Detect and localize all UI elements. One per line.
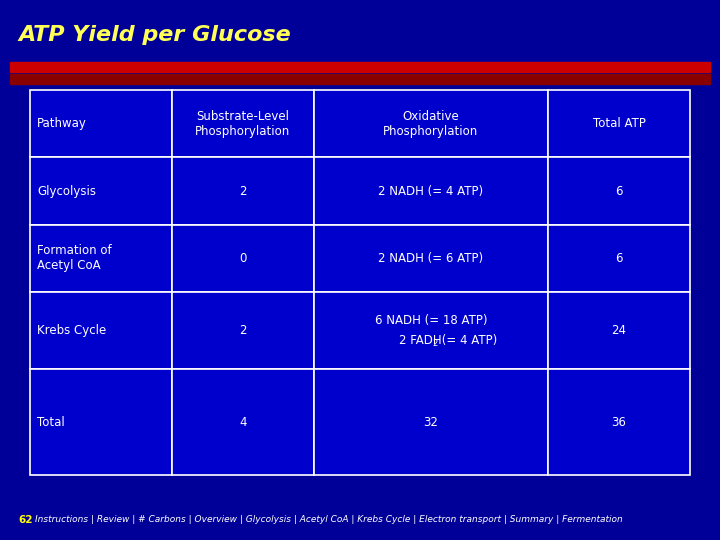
Text: (= 4 ATP): (= 4 ATP) [438,334,498,347]
Bar [172,225,314,292]
Text: Total ATP: Total ATP [593,117,646,130]
Text: 6 NADH (= 18 ATP): 6 NADH (= 18 ATP) [374,314,487,327]
Bar [172,157,314,225]
Text: 2 NADH (= 6 ATP): 2 NADH (= 6 ATP) [379,252,484,265]
Bar [30,157,172,225]
Bar [548,225,690,292]
Bar [30,369,172,475]
Text: 2 FADH: 2 FADH [399,334,441,347]
Bar [314,90,548,157]
Text: Formation of
Acetyl CoA: Formation of Acetyl CoA [37,245,112,273]
Bar [172,369,314,475]
Bar [548,157,690,225]
Bar [548,292,690,369]
Bar [172,90,314,157]
Text: 0: 0 [239,252,246,265]
Bar [314,369,548,475]
Text: 36: 36 [611,416,626,429]
Text: 32: 32 [423,416,438,429]
Text: Oxidative
Phosphorylation: Oxidative Phosphorylation [383,110,479,138]
Bar [314,225,548,292]
Text: 2: 2 [239,324,246,337]
Text: Total: Total [37,416,65,429]
Text: Glycolysis: Glycolysis [37,185,96,198]
Bar [30,90,172,157]
Text: 6: 6 [616,185,623,198]
Text: 62: 62 [18,515,32,525]
Text: 4: 4 [239,416,246,429]
Bar [10,62,710,72]
Text: 24: 24 [611,324,626,337]
Text: 6: 6 [616,252,623,265]
Text: Substrate-Level
Phosphorylation: Substrate-Level Phosphorylation [195,110,290,138]
Text: ATP Yield per Glucose: ATP Yield per Glucose [18,25,291,45]
Bar [10,74,710,84]
Text: Krebs Cycle: Krebs Cycle [37,324,107,337]
Bar [314,292,548,369]
Text: 2: 2 [432,339,437,348]
Text: 2: 2 [239,185,246,198]
Bar [172,292,314,369]
Bar [314,157,548,225]
Bar [548,90,690,157]
Text: Pathway: Pathway [37,117,87,130]
Bar [30,292,172,369]
Bar [30,225,172,292]
Text: 2 NADH (= 4 ATP): 2 NADH (= 4 ATP) [379,185,484,198]
Bar [548,369,690,475]
Text: Instructions | Review | # Carbons | Overview | Glycolysis | Acetyl CoA | Krebs C: Instructions | Review | # Carbons | Over… [35,516,623,524]
